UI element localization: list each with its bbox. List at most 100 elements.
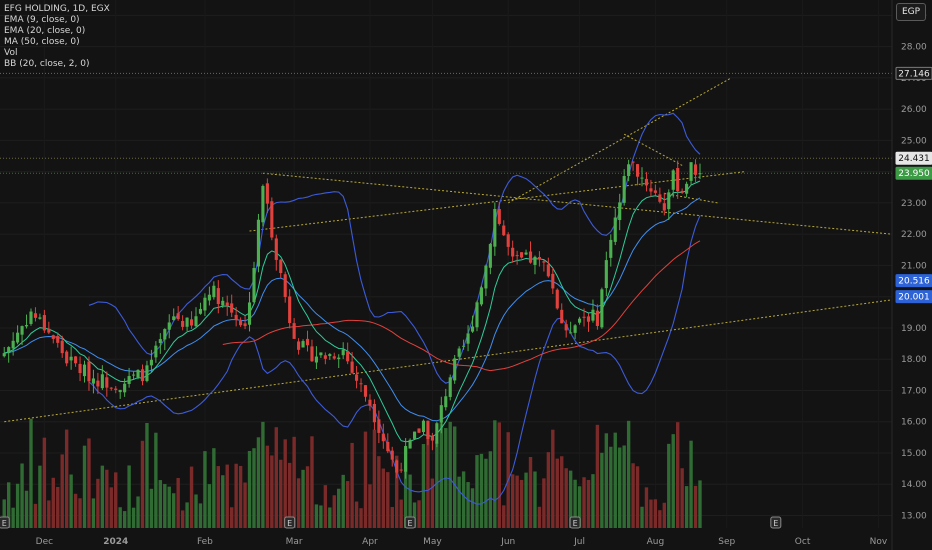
candle-body[interactable]	[689, 162, 693, 181]
candle-body[interactable]	[114, 388, 118, 390]
candle-body[interactable]	[11, 340, 15, 349]
candle-body[interactable]	[627, 164, 631, 177]
candle-body[interactable]	[47, 328, 51, 333]
candle-body[interactable]	[127, 376, 131, 384]
candle-body[interactable]	[140, 369, 145, 382]
candle-body[interactable]	[243, 323, 247, 327]
candle-body[interactable]	[515, 255, 519, 257]
candle-body[interactable]	[676, 168, 680, 192]
candle-body[interactable]	[595, 310, 599, 327]
candle-body[interactable]	[408, 439, 412, 449]
candle-body[interactable]	[430, 436, 434, 441]
candle-body[interactable]	[497, 209, 501, 224]
candle-body[interactable]	[256, 219, 261, 267]
candle-body[interactable]	[239, 320, 243, 326]
candle-body[interactable]	[109, 387, 113, 389]
candle-body[interactable]	[212, 285, 216, 298]
candle-body[interactable]	[189, 319, 194, 326]
candle-body[interactable]	[551, 273, 555, 289]
candle-body[interactable]	[332, 356, 336, 359]
candle-body[interactable]	[91, 378, 95, 384]
candle-body[interactable]	[591, 309, 595, 321]
candle-body[interactable]	[359, 383, 363, 385]
candle-body[interactable]	[274, 238, 278, 260]
earnings-marker[interactable]: E	[0, 516, 10, 529]
candle-body[interactable]	[283, 274, 287, 297]
candle-body[interactable]	[555, 289, 559, 309]
candle-body[interactable]	[573, 325, 577, 333]
candle-body[interactable]	[118, 389, 122, 393]
candle-body[interactable]	[350, 361, 354, 373]
candle-body[interactable]	[261, 185, 265, 223]
candle-body[interactable]	[24, 325, 29, 327]
candle-body[interactable]	[167, 322, 171, 330]
candle-body[interactable]	[533, 256, 537, 265]
candle-body[interactable]	[618, 202, 622, 221]
legend-volume[interactable]: Vol	[4, 48, 18, 58]
candle-body[interactable]	[82, 364, 87, 377]
candle-body[interactable]	[7, 347, 11, 354]
candle-body[interactable]	[149, 359, 153, 366]
candle-body[interactable]	[319, 352, 323, 356]
candle-body[interactable]	[475, 302, 479, 328]
candle-body[interactable]	[685, 183, 689, 194]
candle-body[interactable]	[158, 339, 162, 344]
candle-body[interactable]	[132, 374, 136, 376]
candle-body[interactable]	[225, 302, 229, 307]
candle-body[interactable]	[42, 315, 46, 331]
candle-body[interactable]	[181, 320, 185, 327]
candle-body[interactable]	[506, 234, 510, 247]
candle-body[interactable]	[528, 251, 533, 263]
earnings-marker[interactable]: E	[284, 516, 296, 529]
candle-body[interactable]	[194, 316, 198, 327]
candle-body[interactable]	[649, 188, 653, 192]
candle-body[interactable]	[582, 316, 586, 318]
candle-body[interactable]	[426, 420, 430, 440]
trendline[interactable]	[4, 299, 892, 423]
candle-body[interactable]	[613, 217, 617, 242]
candle-body[interactable]	[69, 356, 73, 361]
candle-body[interactable]	[466, 333, 470, 344]
candle-body[interactable]	[537, 257, 541, 260]
candle-body[interactable]	[609, 239, 613, 258]
candle-body[interactable]	[337, 357, 341, 360]
candle-body[interactable]	[172, 316, 176, 321]
candle-body[interactable]	[524, 252, 528, 255]
candle-body[interactable]	[395, 460, 399, 473]
candle-body[interactable]	[203, 297, 207, 311]
candle-body[interactable]	[404, 445, 408, 472]
candle-body[interactable]	[470, 326, 475, 332]
candle-body[interactable]	[631, 161, 635, 163]
candle-body[interactable]	[20, 326, 24, 335]
symbol-title[interactable]: EFG HOLDING, 1D, EGX	[4, 4, 110, 14]
candle-body[interactable]	[270, 201, 274, 238]
candle-body[interactable]	[207, 294, 211, 301]
trendline[interactable]	[623, 133, 683, 166]
candle-body[interactable]	[51, 335, 55, 339]
candle-body[interactable]	[105, 377, 109, 388]
earnings-marker[interactable]: E	[770, 516, 782, 529]
candle-body[interactable]	[662, 203, 666, 211]
candle-body[interactable]	[16, 332, 20, 343]
candle-body[interactable]	[493, 209, 497, 247]
candle-body[interactable]	[600, 289, 604, 328]
candle-body[interactable]	[698, 173, 702, 175]
candle-body[interactable]	[569, 332, 573, 334]
currency-button[interactable]: EGP	[896, 3, 926, 21]
candle-body[interactable]	[65, 351, 69, 364]
candle-body[interactable]	[314, 356, 318, 363]
candle-body[interactable]	[368, 399, 372, 406]
candle-body[interactable]	[444, 396, 448, 408]
candle-body[interactable]	[560, 309, 564, 324]
candle-body[interactable]	[38, 317, 42, 319]
candle-body[interactable]	[154, 345, 158, 358]
candle-body[interactable]	[399, 469, 403, 471]
candle-body[interactable]	[386, 441, 390, 452]
candle-body[interactable]	[185, 317, 189, 327]
candle-body[interactable]	[96, 380, 100, 387]
candle-body[interactable]	[453, 358, 457, 381]
candle-body[interactable]	[578, 318, 582, 323]
candle-body[interactable]	[439, 405, 443, 423]
candle-body[interactable]	[520, 252, 524, 258]
